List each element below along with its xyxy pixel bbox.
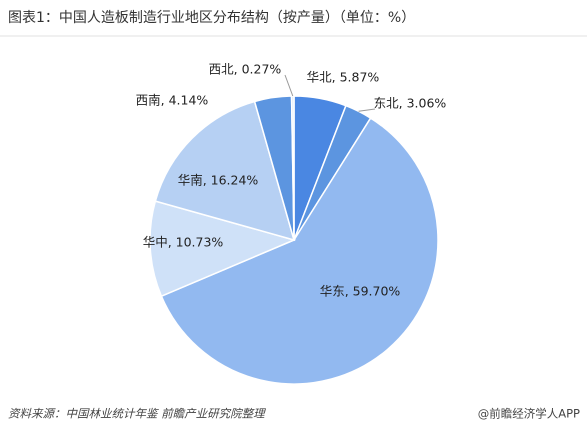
credit: @前瞻经济学人APP [478, 407, 580, 421]
data-label: 东北, 3.06% [374, 96, 447, 111]
pie-slice [149, 200, 297, 298]
data-label: 华南, 16.24% [178, 173, 259, 188]
data-label: 西北, 0.27% [209, 62, 282, 77]
chart-title: 图表1：中国人造板制造行业地区分布结构（按产量）（单位：%） [8, 10, 415, 26]
source: 资料来源：中国林业统计年鉴 前瞻产业研究院整理 [8, 407, 266, 421]
pie-slice [160, 117, 439, 385]
data-label: 华中, 10.73% [143, 235, 224, 250]
data-label: 西南, 4.14% [136, 93, 209, 108]
pie-slice [154, 100, 296, 242]
data-label: 华北, 5.87% [307, 70, 380, 85]
data-label: 华东, 59.70% [320, 284, 401, 299]
leader-line [358, 108, 376, 112]
leader-line [284, 74, 294, 97]
